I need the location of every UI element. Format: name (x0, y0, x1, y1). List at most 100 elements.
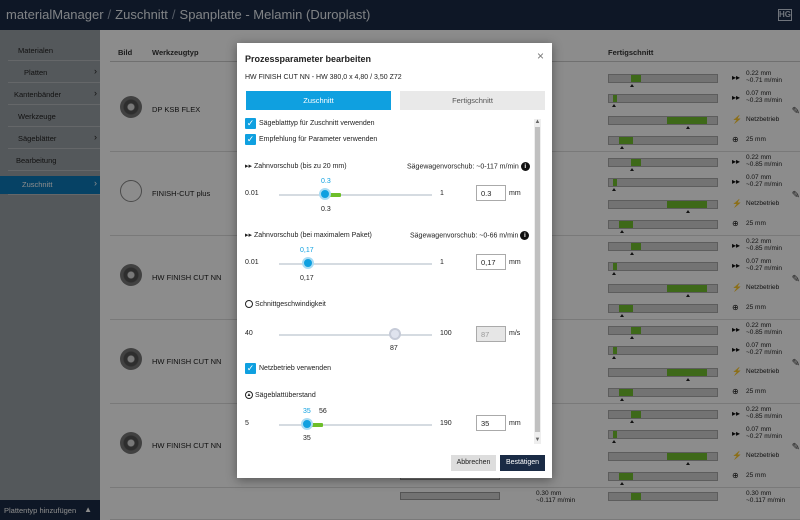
checkbox-saegeblatttyp[interactable]: ✓ (245, 118, 256, 129)
add-plattentyp-button[interactable]: Plattentyp hinzufügen ▲ (0, 500, 100, 520)
edit-icon[interactable]: ✎ (791, 274, 800, 285)
slider4-handle[interactable] (301, 418, 313, 430)
fertigschnitt-bar (608, 136, 718, 145)
breadcrumb-zuschnitt[interactable]: Zuschnitt (115, 7, 168, 22)
tab-fertigschnitt[interactable]: Fertigschnitt (400, 91, 545, 110)
value-marker (686, 210, 690, 213)
slider1-value-bottom: 0.3 (321, 206, 331, 213)
saegeblattueberstand-input[interactable] (476, 415, 506, 431)
sidebar-divider (8, 126, 100, 127)
fertigschnitt-range (613, 347, 617, 354)
process-parameter-dialog: Prozessparameter bearbeiten × HW FINISH … (237, 43, 552, 478)
slider3-track[interactable] (279, 334, 432, 336)
fertigschnitt-value: 0.07 mm ~0.27 m/min (746, 342, 782, 356)
saw-blade-image (120, 96, 142, 118)
fertigschnitt-range (631, 243, 641, 250)
edit-icon[interactable]: ✎ (791, 190, 800, 201)
fertigschnitt-bar (608, 492, 718, 501)
fertigschnitt-range (667, 285, 707, 292)
scroll-down-icon[interactable]: ▼ (534, 437, 541, 443)
slider3-handle (389, 328, 401, 340)
sidebar-item[interactable]: Kantenbänder › (0, 86, 100, 104)
zahnvorschub-max-input[interactable] (476, 254, 506, 270)
fertigschnitt-value: 25 mm (746, 388, 766, 395)
sidebar-item[interactable]: Sägeblätter › (0, 130, 100, 148)
value-marker (686, 294, 690, 297)
tab-zuschnitt[interactable]: Zuschnitt (246, 91, 391, 110)
value-marker (630, 420, 634, 423)
saegewagenvorschub-1: Sägewagenvorschub: ~0-117 m/min i (407, 162, 530, 171)
fast-forward-icon: ▸▸ (732, 261, 741, 270)
saegeblattueberstand-label: ▲ Sägeblattüberstand (245, 391, 316, 399)
slider4-value-recommended: 56 (319, 408, 327, 415)
fertigschnitt-value: 0.22 mm ~0.85 m/min (746, 406, 782, 420)
add-plattentyp-label: Plattentyp hinzufügen (4, 506, 77, 515)
slider3-min: 40 (245, 330, 253, 337)
fertigschnitt-value: Netzbetrieb (746, 368, 780, 375)
sidebar-item-label: Zuschnitt (22, 180, 53, 189)
info-icon[interactable]: i (520, 231, 530, 240)
slider4-track[interactable] (279, 423, 432, 427)
sidebar-divider (8, 148, 100, 149)
slider2-unit: mm (509, 259, 521, 266)
fertigschnitt-value: Netzbetrieb (746, 452, 780, 459)
confirm-button[interactable]: Bestätigen (500, 455, 545, 471)
saw-blade-image (120, 180, 142, 202)
edit-icon[interactable]: ✎ (791, 442, 800, 453)
value-marker (620, 482, 624, 485)
slider1-track[interactable] (279, 193, 432, 197)
werkzeugtyp-cell: HW FINISH CUT NN (152, 441, 222, 450)
fertigschnitt-range (619, 305, 633, 312)
column-header-bild: Bild (118, 48, 133, 57)
close-icon[interactable]: × (536, 49, 544, 63)
sidebar-item[interactable]: Zuschnitt › (0, 176, 100, 194)
slider2-min: 0.01 (245, 259, 259, 266)
fertigschnitt-bar (608, 452, 718, 461)
dialog-subtitle: HW FINISH CUT NN - HW 380,0 x 4,80 / 3,5… (245, 74, 402, 81)
value-marker (630, 252, 634, 255)
slider2-track[interactable] (279, 263, 432, 265)
scroll-up-icon[interactable]: ▲ (534, 119, 541, 125)
arrow-up-circle-icon: ⊕ (732, 387, 739, 396)
value-marker (620, 398, 624, 401)
edit-icon[interactable]: ✎ (791, 106, 800, 117)
schnittgeschwindigkeit-label: Schnittgeschwindigkeit (245, 300, 326, 308)
fertigschnitt-range (631, 411, 641, 418)
sidebar-item-label: Sägeblätter (18, 134, 57, 143)
zahnvorschub-input[interactable] (476, 185, 506, 201)
arrow-up-circle-icon: ▲ (245, 391, 253, 399)
fertigschnitt-value: 0.22 mm ~0.85 m/min (746, 154, 782, 168)
fast-forward-icon: ▸▸ (732, 241, 741, 250)
slider3-value-bottom: 87 (390, 345, 398, 352)
cancel-button[interactable]: Abbrechen (451, 455, 496, 471)
fertigschnitt-range (619, 389, 633, 396)
zuschnitt-indicator-bar (400, 492, 500, 500)
scrollbar-thumb[interactable] (535, 127, 540, 432)
sidebar-divider (8, 60, 100, 61)
fertigschnitt-value: 25 mm (746, 136, 766, 143)
slider1-value-top: 0.3 (321, 178, 331, 185)
sidebar-divider (8, 82, 100, 83)
breadcrumb-current: Spanplatte - Melamin (Duroplast) (179, 7, 371, 22)
fast-forward-icon: ▸▸ (732, 93, 741, 102)
value-marker (612, 272, 616, 275)
fertigschnitt-value: 0.07 mm ~0.27 m/min (746, 426, 782, 440)
slider4-unit: mm (509, 420, 521, 427)
edit-icon[interactable]: ✎ (791, 358, 800, 369)
dialog-scrollbar[interactable]: ▲ ▼ (534, 119, 541, 444)
slider1-recommended-range (325, 193, 341, 197)
fertigschnitt-value: 25 mm (746, 472, 766, 479)
checkbox-empfehlung[interactable]: ✓ (245, 134, 256, 145)
value-marker (612, 440, 616, 443)
fertigschnitt-bar (608, 158, 718, 167)
fertigschnitt-bar (608, 262, 718, 271)
slider2-handle[interactable] (302, 257, 314, 269)
info-icon[interactable]: i (520, 162, 530, 171)
fast-forward-icon: ▸▸ (732, 409, 741, 418)
fertigschnitt-value: 0.22 mm ~0.85 m/min (746, 238, 782, 252)
fertigschnitt-range (619, 137, 633, 144)
breadcrumb-app[interactable]: materialManager (6, 7, 104, 22)
checkbox-netzbetrieb[interactable]: ✓ (245, 363, 256, 374)
sidebar-item[interactable]: Platten › (0, 64, 100, 82)
slider1-handle[interactable] (319, 188, 331, 200)
